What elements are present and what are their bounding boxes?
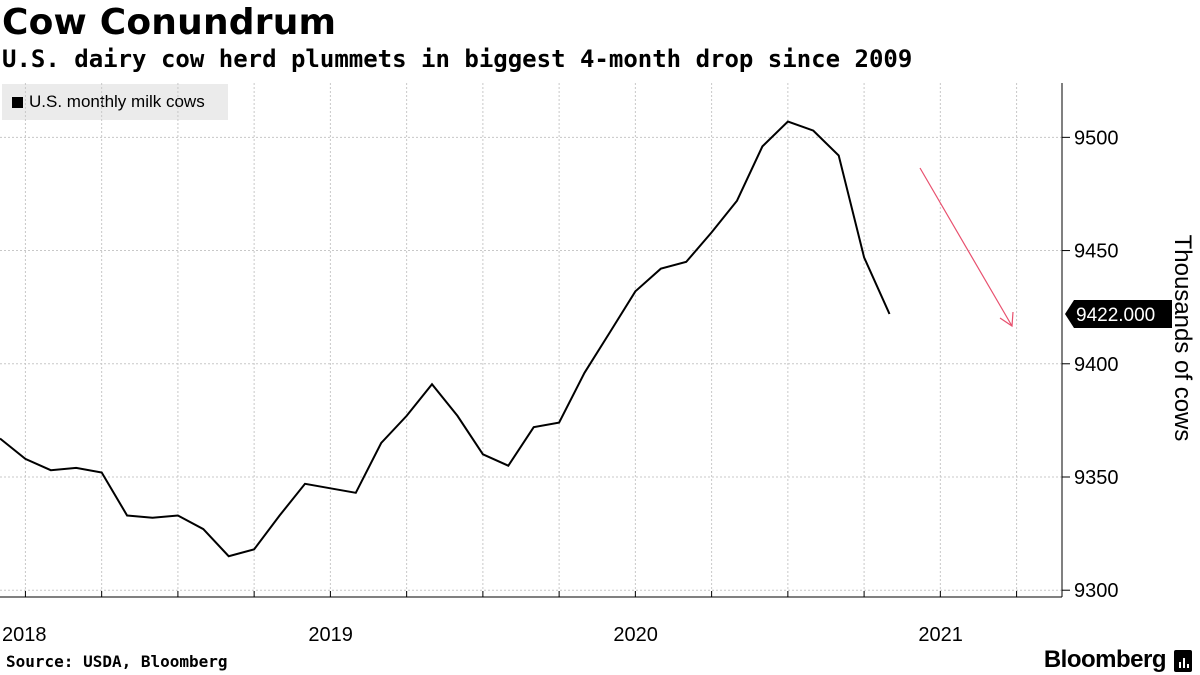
- brand-logo-text: Bloomberg: [1043, 646, 1167, 673]
- source-note: Source: USDA, Bloomberg: [6, 652, 228, 671]
- legend-swatch: [12, 96, 23, 108]
- trend-arrow-head: [999, 311, 1014, 328]
- y-tick-label: 9350: [1074, 467, 1119, 489]
- grid: [0, 83, 1062, 597]
- x-tick-label: 2019: [308, 624, 353, 646]
- y-axis: 9300 9350 9400 9450 9500 9422.000: [1061, 83, 1172, 602]
- legend-label: U.S. monthly milk cows: [29, 92, 205, 111]
- chart-title: Cow Conundrum: [2, 2, 337, 43]
- y-tick-label: 9400: [1074, 354, 1119, 376]
- last-value-label: 9422.000: [1076, 305, 1155, 326]
- annotation-layer: [919, 167, 1014, 328]
- x-tick-label: 2018: [2, 624, 47, 646]
- series-line-us-monthly-milk-cows: [0, 120, 891, 558]
- series-layer: [0, 120, 891, 558]
- x-tick-label: 2021: [918, 624, 963, 646]
- y-tick-label: 9500: [1074, 127, 1119, 149]
- trend-arrow-line: [919, 167, 1013, 327]
- y-tick-label: 9300: [1074, 580, 1119, 602]
- legend: U.S. monthly milk cows: [2, 84, 228, 120]
- x-axis: 2018 2019 2020 2021: [0, 591, 1062, 646]
- chart-subtitle: U.S. dairy cow herd plummets in biggest …: [2, 45, 913, 73]
- last-value-badge: [1065, 299, 1172, 328]
- x-tick-label: 2020: [613, 624, 658, 646]
- bloomberg-icon: [1174, 650, 1192, 672]
- y-axis-label: Thousands of cows: [1169, 235, 1196, 442]
- y-tick-label: 9450: [1074, 241, 1119, 263]
